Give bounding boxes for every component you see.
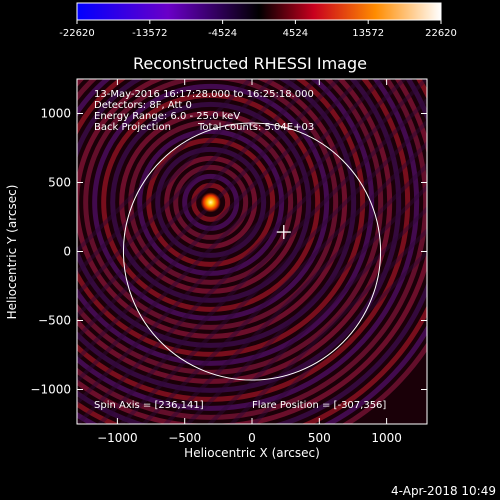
- info-line-3: Energy Range: 6.0 - 25.0 keV: [94, 111, 240, 122]
- fringe-ring: [77, 79, 348, 339]
- fringe-ring: [77, 79, 384, 375]
- fringe-ring: [146, 137, 276, 267]
- y-tick-label: −1000: [30, 383, 71, 397]
- fringe-ring: [77, 79, 393, 384]
- timestamp: 4-Apr-2018 10:49: [391, 484, 496, 498]
- fringe-band: [228, 227, 427, 424]
- fringe-ring: [77, 79, 420, 411]
- x-tick-label: 1000: [371, 431, 402, 445]
- fringe-band: [77, 79, 342, 341]
- spin-axis-label: Spin Axis = [236,141]: [94, 400, 204, 411]
- fringe-ring: [137, 128, 285, 276]
- plot-area: [77, 79, 427, 424]
- y-tick-label: −500: [38, 314, 71, 328]
- colorbar-tick-label: 4524: [283, 28, 308, 39]
- y-tick-label: 500: [48, 176, 71, 190]
- x-tick-label: 500: [308, 431, 331, 445]
- colorbar-tick-label: -22620: [59, 28, 94, 39]
- axis-ticks: −1000 −500 0 500 1000 −1000 −500 0 500 1000: [30, 79, 427, 445]
- fringe-ring: [119, 110, 303, 294]
- fringe-band: [77, 79, 254, 254]
- x-tick-label: −500: [168, 431, 201, 445]
- fringe-ring: [77, 79, 375, 366]
- fringe-band: [250, 249, 427, 424]
- fringe-ring: [155, 146, 267, 258]
- y-tick-label: 0: [63, 245, 71, 259]
- fringe-ring: [77, 79, 366, 357]
- flare-source: [200, 192, 221, 213]
- colorbar-tick-label: -13572: [132, 28, 167, 39]
- fringe-ring: [110, 101, 312, 303]
- fringe-band: [77, 79, 408, 406]
- info-line-4: Back Projection: [94, 122, 171, 133]
- fringe-ring: [101, 92, 321, 312]
- fringe-ring: [128, 119, 294, 285]
- y-tick-label: 1000: [40, 107, 71, 121]
- chart-title: Reconstructed RHESSI Image: [133, 54, 367, 73]
- flare-position-label: Flare Position = [-307,356]: [252, 400, 386, 411]
- colorbar-tick-label: 22620: [425, 28, 457, 39]
- fringe-ring: [77, 79, 427, 420]
- spin-axis-marker: [276, 225, 291, 240]
- fringe-ring: [164, 155, 258, 249]
- x-tick-label: −1000: [97, 431, 138, 445]
- y-axis-label: Heliocentric Y (arcsec): [5, 185, 19, 320]
- fringe-ring: [77, 79, 402, 393]
- colorbar: [76, 2, 442, 21]
- fringe-band: [162, 162, 427, 424]
- fringe-ring: [77, 79, 357, 348]
- fringe-band: [206, 206, 427, 424]
- total-counts: Total counts: 5.04E+03: [197, 122, 314, 133]
- fringe-band: [184, 184, 427, 424]
- x-axis-label: Heliocentric X (arcsec): [184, 446, 320, 460]
- fringe-band: [77, 79, 386, 384]
- solar-limb-circle: [122, 122, 382, 381]
- colorbar-tick-label: 13572: [352, 28, 384, 39]
- fringe-band: [140, 140, 427, 424]
- fringe-ring: [77, 79, 411, 402]
- fringe-ring: [191, 182, 231, 222]
- fringe-ring: [173, 164, 249, 240]
- back-projection-pattern: [77, 79, 427, 424]
- fringe-ring: [92, 83, 330, 321]
- colorbar-tick-label: -4524: [208, 28, 237, 39]
- fringe-band: [77, 79, 427, 424]
- info-line-2: Detectors: 8F, Att 0: [94, 100, 192, 111]
- fringe-band: [77, 79, 364, 363]
- fringe-band: [77, 79, 298, 297]
- fringe-ring: [83, 79, 339, 330]
- colorbar-ticks: -22620 -13572 -4524 4524 13572 22620: [59, 20, 457, 39]
- info-line-1: 13-May-2016 16:17:28.000 to 16:25:18.000: [94, 89, 314, 100]
- fringe-ring: [182, 173, 240, 231]
- fringe-band: [77, 79, 320, 319]
- fringe-band: [77, 79, 276, 276]
- x-tick-label: 0: [248, 431, 256, 445]
- fringe-band: [96, 97, 427, 424]
- fringe-band: [118, 119, 427, 424]
